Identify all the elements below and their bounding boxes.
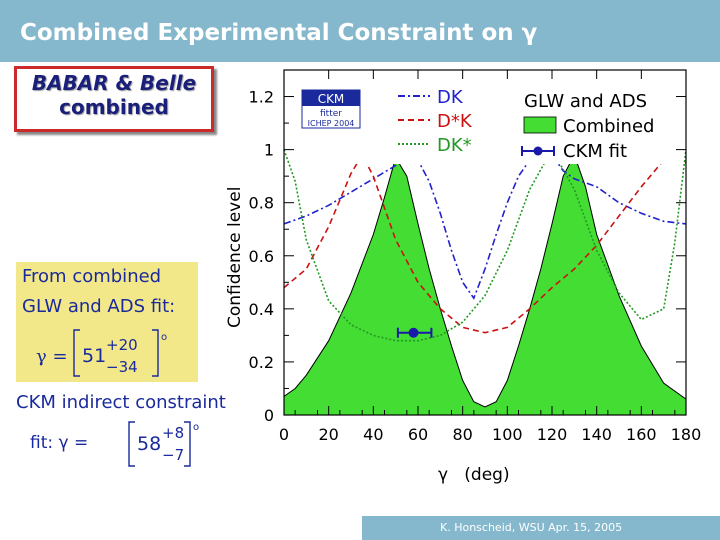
footer-bar: K. Honscheid, WSU Apr. 15, 2005: [362, 516, 720, 540]
ckm-degree: o: [193, 422, 199, 433]
combined-label-line2: combined: [59, 95, 169, 119]
fit-minus: −34: [106, 358, 138, 376]
y-tick-label: 0.2: [249, 353, 274, 372]
x-axis-label: γ (deg): [438, 465, 510, 485]
y-axis-label: Confidence level: [225, 187, 245, 328]
y-tick-label: 0.8: [249, 194, 274, 213]
ckm-fit-svg: fit: γ = 58 +8 −7 o: [30, 421, 199, 467]
fit-bracket-left: [73, 329, 80, 377]
plot-frame: [283, 69, 687, 416]
combined-label-box: BABAR & Belle combined: [14, 66, 214, 132]
x-tick-label: 0: [279, 425, 289, 444]
combined-label-line1: BABAR & Belle: [31, 71, 197, 95]
legend-label-dstark: D*K: [437, 111, 473, 132]
x-tick-label: 20: [318, 425, 338, 444]
series-dkstar-line: [283, 147, 687, 342]
x-tick-label: 180: [671, 425, 702, 444]
legend-label-dk: DK: [437, 87, 464, 108]
x-tick-label: 40: [363, 425, 383, 444]
y-tick-label: 0: [264, 406, 274, 425]
axes: 0 20 40 60 80 100 120 140 160 180 0 0.2 0.4 0.6 0.8 1 1.…: [249, 69, 702, 444]
y-tick-label: 0.4: [249, 300, 274, 319]
footer-text: K. Honscheid, WSU Apr. 15, 2005: [440, 521, 623, 534]
slide-title: Combined Experimental Constraint on γ: [20, 20, 538, 46]
fit-symbol: γ =: [36, 346, 68, 367]
ckm-fit-formula: fit: γ = 58 +8 −7 o: [30, 420, 230, 470]
ckm-bracket-right: [184, 421, 191, 467]
y-tick-label: 1.2: [249, 88, 274, 107]
plot-lines: [283, 147, 687, 342]
y-tick-label: 0.6: [249, 247, 274, 266]
logo-ckm: CKM: [318, 92, 345, 106]
combined-fit-box: From combined GLW and ADS fit: γ = 51 +2…: [16, 262, 198, 382]
fit-degree: o: [161, 332, 167, 343]
ckm-plus: +8: [162, 424, 184, 442]
ckm-fit-point: [408, 327, 419, 338]
x-tick-label: 100: [492, 425, 523, 444]
legend-label-combined: Combined: [563, 116, 654, 137]
fit-value: 51: [82, 345, 106, 367]
logo-ichep: ICHEP 2004: [308, 119, 355, 128]
plot-fills: [283, 153, 687, 416]
fit-plus: +20: [106, 336, 138, 354]
fit-line1: From combined: [22, 266, 162, 287]
fit-formula: γ = 51 +20 −34 o: [36, 329, 167, 377]
ckm-constraint-label: CKM indirect constraint: [16, 392, 226, 413]
x-tick-label: 80: [452, 425, 472, 444]
ckm-bracket-left: [128, 421, 135, 467]
x-tick-label: 120: [537, 425, 568, 444]
fit-line2: GLW and ADS fit:: [22, 296, 176, 317]
title-bar: Combined Experimental Constraint on γ: [0, 0, 720, 62]
series-dk-line: [283, 151, 687, 300]
legend-swatch-combined: [523, 116, 557, 134]
legend-label-dkstar: DK*: [437, 135, 472, 156]
logo-fitter: fitter: [320, 109, 342, 119]
series-dstark-line: [283, 153, 687, 334]
legend-title: GLW and ADS: [524, 91, 647, 112]
legend: DK D*K DK* GLW and ADS Combined CKM fit: [398, 87, 654, 162]
ckm-minus: −7: [162, 446, 184, 464]
series-combined-area: [283, 153, 687, 416]
legend-swatch-ckm-dot: [533, 146, 543, 156]
x-tick-label: 60: [408, 425, 428, 444]
x-tick-label: 140: [581, 425, 612, 444]
legend-label-ckm-fit: CKM fit: [563, 141, 627, 162]
ckm-value: 58: [137, 433, 161, 455]
y-tick-label: 1: [264, 141, 274, 160]
fit-bracket-right: [152, 329, 159, 377]
ckmfitter-logo: CKM fitter ICHEP 2004: [301, 89, 361, 129]
x-tick-label: 160: [626, 425, 657, 444]
ckm-fit-prefix: fit: γ =: [30, 433, 88, 453]
